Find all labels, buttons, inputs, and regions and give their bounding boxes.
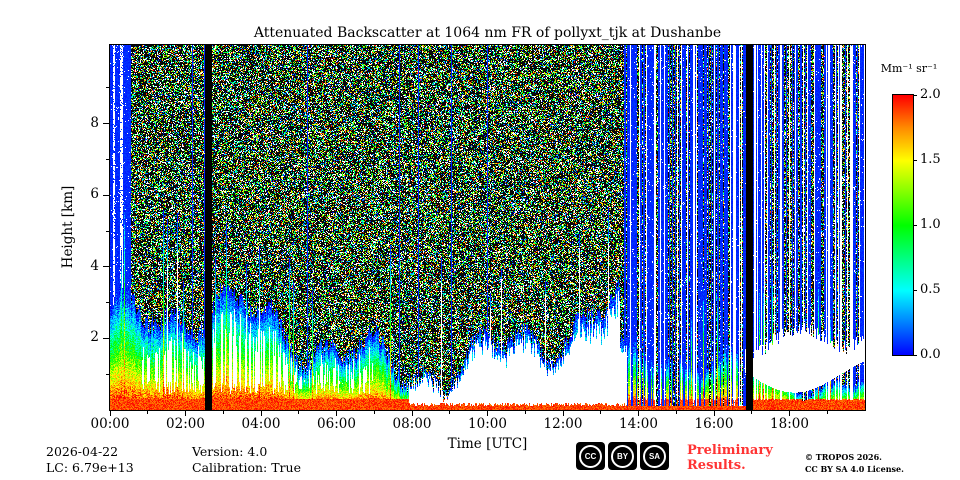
colorbar-unit-label: Mm⁻¹ sr⁻¹ — [880, 62, 938, 75]
x-axis-label: Time [UTC] — [447, 436, 528, 452]
x-minor-tick — [600, 411, 602, 414]
y-minor-tick — [106, 87, 109, 89]
x-minor-tick — [373, 411, 375, 414]
plot-area — [109, 44, 866, 411]
y-tick-label: 8 — [90, 114, 99, 131]
x-minor-tick — [751, 411, 753, 414]
x-tick-label: 06:00 — [317, 416, 356, 432]
y-tick — [103, 266, 109, 268]
y-tick-label: 4 — [90, 257, 99, 274]
x-tick — [789, 411, 790, 416]
sa-icon[interactable]: SA — [640, 442, 669, 470]
colorbar-tick — [913, 94, 917, 96]
y-minor-tick — [106, 373, 109, 375]
by-icon[interactable]: BY — [608, 442, 637, 470]
y-tick — [103, 337, 109, 339]
x-tick — [109, 411, 111, 416]
colorbar-canvas — [893, 95, 913, 355]
license-text: CC BY SA 4.0 License. — [805, 463, 904, 474]
cc-icon-label: CC — [579, 444, 602, 468]
y-tick-label: 2 — [90, 329, 99, 346]
x-tick-label: 02:00 — [166, 416, 205, 432]
calibration-text: Calibration: True — [192, 460, 301, 475]
x-tick — [185, 411, 186, 416]
colorbar-tick — [913, 289, 917, 291]
copyright-text: © TROPOS 2026. — [805, 452, 882, 462]
x-minor-tick — [524, 411, 526, 414]
colorbar-tick-label: 1.0 — [920, 217, 941, 232]
y-minor-tick — [106, 302, 109, 304]
copyright-block: © TROPOS 2026. CC BY SA 4.0 License. — [805, 452, 935, 475]
x-tick-label: 12:00 — [543, 416, 583, 432]
cc-license-badge[interactable]: CC BY SA — [576, 442, 669, 470]
y-minor-tick — [106, 159, 109, 160]
x-tick — [260, 411, 262, 416]
x-tick-label: 08:00 — [392, 416, 432, 432]
x-tick-label: 16:00 — [694, 416, 734, 432]
colorbar-tick-label: 0.5 — [920, 282, 941, 297]
x-tick-label: 18:00 — [770, 416, 809, 432]
colorbar-tick — [913, 354, 917, 356]
y-tick — [103, 123, 109, 125]
cc-icon[interactable]: CC — [576, 442, 605, 470]
x-tick — [562, 411, 564, 416]
sa-icon-label: SA — [643, 444, 666, 468]
x-tick-label: 04:00 — [241, 416, 281, 432]
colorbar-tick-label: 2.0 — [920, 87, 941, 102]
x-tick — [411, 411, 413, 416]
y-minor-tick — [106, 230, 109, 232]
x-tick — [713, 411, 715, 416]
x-minor-tick — [449, 411, 451, 414]
colorbar-tick-label: 1.5 — [920, 152, 941, 167]
colorbar-tick — [913, 224, 917, 226]
y-tick-label: 6 — [90, 186, 99, 203]
x-tick-label: 00:00 — [90, 416, 130, 432]
version-text: Version: 4.0 — [192, 444, 268, 459]
preliminary-results-note: Preliminary Results. — [687, 443, 773, 474]
x-tick-label: 10:00 — [468, 416, 507, 432]
heatmap-canvas — [110, 45, 865, 410]
x-minor-tick — [222, 411, 224, 414]
colorbar-tick-label: 0.0 — [920, 347, 941, 362]
lidar-constant-text: LC: 6.79e+13 — [46, 460, 134, 475]
x-minor-tick — [147, 411, 149, 414]
x-tick — [487, 411, 488, 416]
colorbar-tick — [913, 159, 917, 161]
x-tick-label: 14:00 — [619, 416, 658, 432]
colorbar — [892, 94, 914, 356]
x-minor-tick — [298, 411, 300, 414]
x-tick — [336, 411, 337, 416]
chart-title: Attenuated Backscatter at 1064 nm FR of … — [253, 25, 722, 41]
x-tick — [638, 411, 639, 416]
x-minor-tick — [675, 411, 677, 414]
x-minor-tick — [826, 411, 828, 414]
y-tick — [103, 194, 109, 196]
date-text: 2026-04-22 — [46, 444, 119, 459]
by-icon-label: BY — [611, 444, 634, 468]
